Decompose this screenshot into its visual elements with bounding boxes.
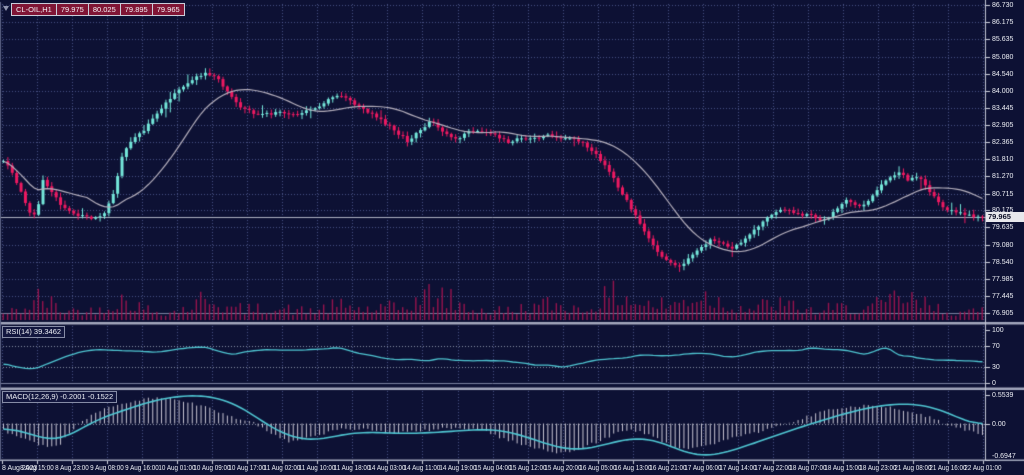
time-axis-label: 8 Aug 2023 bbox=[2, 465, 38, 472]
time-axis-label: 10 Aug 01:00 bbox=[158, 465, 196, 472]
time-axis-label: 16 Aug 13:00 bbox=[614, 465, 652, 472]
price-axis-label: 81.270 bbox=[992, 173, 1014, 180]
macd-axis-label: 0.5539 bbox=[992, 392, 1014, 399]
price-axis-label: 85.635 bbox=[992, 36, 1014, 43]
time-axis-label: 22 Aug 01:00 bbox=[964, 465, 1002, 472]
time-axis-label: 10 Aug 17:00 bbox=[228, 465, 266, 472]
time-axis-label: 15 Aug 12:00 bbox=[509, 465, 547, 472]
time-axis-label: 14 Aug 03:00 bbox=[368, 465, 406, 472]
time-axis-label: 17 Aug 14:00 bbox=[719, 465, 757, 472]
macd-axis-label: 0.00 bbox=[992, 421, 1006, 428]
time-axis-label: 17 Aug 22:00 bbox=[754, 465, 792, 472]
time-axis-label: 10 Aug 09:00 bbox=[193, 465, 231, 472]
chart-shift-marker-icon[interactable] bbox=[3, 6, 9, 11]
price-axis-label: 79.080 bbox=[992, 242, 1014, 249]
macd-axis-label: -0.6947 bbox=[992, 453, 1016, 460]
time-axis-label: 16 Aug 21:00 bbox=[649, 465, 687, 472]
time-axis-label: 18 Aug 07:00 bbox=[789, 465, 827, 472]
macd-indicator-label: MACD(12,26,9) -0.2001 -0.1522 bbox=[2, 391, 118, 403]
price-axis-label: 80.715 bbox=[992, 191, 1014, 198]
time-axis-label: 21 Aug 08:00 bbox=[894, 465, 932, 472]
rsi-axis-label: 30 bbox=[992, 364, 1000, 371]
rsi-axis-label: 70 bbox=[992, 343, 1000, 350]
current-price-tag: 79.965 bbox=[986, 212, 1024, 222]
symbol-name: CL-OIL,H1 bbox=[12, 4, 57, 15]
time-axis-label: 15 Aug 20:00 bbox=[544, 465, 582, 472]
price-axis-label: 78.540 bbox=[992, 259, 1014, 266]
price-axis-label: 79.635 bbox=[992, 224, 1014, 231]
symbol-ohlc-badge: CL-OIL,H1 79.975 80.025 79.895 79.965 bbox=[11, 3, 185, 16]
ohlc-low-value: 79.895 bbox=[121, 4, 153, 15]
time-axis-label: 15 Aug 04:00 bbox=[474, 465, 512, 472]
ohlc-open-value: 79.975 bbox=[57, 4, 89, 15]
time-axis-label: 18 Aug 15:00 bbox=[824, 465, 862, 472]
ohlc-close-value: 79.965 bbox=[156, 5, 180, 14]
rsi-axis-label: 100 bbox=[992, 327, 1004, 334]
price-axis-label: 86.730 bbox=[992, 2, 1014, 9]
price-axis-label: 82.365 bbox=[992, 139, 1014, 146]
time-axis-label: 8 Aug 23:00 bbox=[55, 465, 89, 472]
rsi-indicator-label: RSI(14) 39.3462 bbox=[2, 326, 66, 338]
rsi-axis-label: 0 bbox=[992, 380, 996, 387]
price-axis-label: 77.445 bbox=[992, 293, 1014, 300]
price-axis-label: 85.080 bbox=[992, 54, 1014, 61]
time-axis-label: 14 Aug 19:00 bbox=[439, 465, 477, 472]
price-axis-label: 76.905 bbox=[992, 310, 1014, 317]
time-axis-label: 11 Aug 10:00 bbox=[298, 465, 336, 472]
price-axis-label: 83.445 bbox=[992, 105, 1014, 112]
price-axis-label: 80.175 bbox=[992, 207, 1014, 214]
price-axis-label: 81.810 bbox=[992, 156, 1014, 163]
price-axis-label: 86.175 bbox=[992, 19, 1014, 26]
time-axis-label: 9 Aug 08:00 bbox=[90, 465, 124, 472]
price-axis-label: 77.985 bbox=[992, 276, 1014, 283]
time-axis-label: 18 Aug 23:00 bbox=[859, 465, 897, 472]
price-axis-label: 82.905 bbox=[992, 122, 1014, 129]
time-axis-label: 8 Aug 15:00 bbox=[20, 465, 54, 472]
ohlc-high-value: 80.025 bbox=[89, 4, 121, 15]
time-axis-label: 16 Aug 05:00 bbox=[579, 465, 617, 472]
price-axis-label: 84.540 bbox=[992, 71, 1014, 78]
price-axis-label: 84.000 bbox=[992, 88, 1014, 95]
time-axis-label: 11 Aug 18:00 bbox=[333, 465, 371, 472]
time-axis-label: 17 Aug 06:00 bbox=[684, 465, 722, 472]
time-axis-label: 9 Aug 16:00 bbox=[125, 465, 159, 472]
time-axis-label: 21 Aug 16:00 bbox=[929, 465, 967, 472]
time-axis-label: 14 Aug 11:00 bbox=[403, 465, 441, 472]
time-axis-label: 11 Aug 02:00 bbox=[263, 465, 301, 472]
